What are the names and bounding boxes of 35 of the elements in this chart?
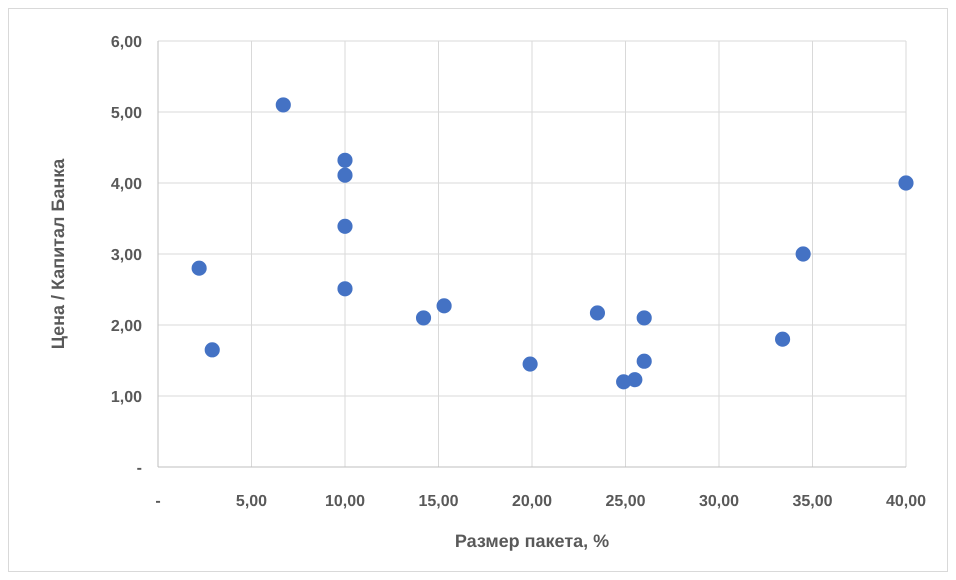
x-tick-label: 15,00	[418, 493, 459, 510]
y-tick-label: 5,00	[110, 105, 142, 122]
x-tick-label: 20,00	[512, 493, 552, 510]
y-tick-label: 1,00	[110, 389, 142, 406]
point	[522, 356, 538, 372]
point	[337, 168, 353, 183]
point	[775, 332, 790, 347]
y-tick-label: 2,00	[110, 318, 142, 335]
y-tick-label: 3,00	[110, 247, 142, 264]
point	[636, 310, 652, 326]
y-tick-label: -	[136, 460, 142, 477]
point	[590, 305, 606, 320]
point	[898, 175, 914, 191]
x-tick-label: 10,00	[324, 493, 366, 510]
point	[796, 246, 811, 262]
point	[276, 97, 291, 112]
x-tick-label: 25,00	[605, 493, 646, 510]
y-tick-label: 4,00	[110, 176, 142, 193]
point	[337, 281, 353, 296]
point	[416, 310, 432, 326]
x-tick-label: -	[155, 493, 161, 510]
x-tick-label: 35,00	[792, 493, 833, 510]
point	[436, 298, 452, 314]
x-axis-title: Размер пакета, %	[454, 531, 610, 551]
y-axis-title: Цена / Капитал Банка	[48, 158, 68, 350]
x-tick-label: 5,00	[236, 493, 268, 510]
point	[204, 342, 220, 358]
x-tick-label: 30,00	[698, 493, 740, 510]
point	[627, 372, 642, 388]
y-tick-label: 6,00	[110, 34, 142, 51]
point	[636, 354, 652, 369]
point	[337, 152, 353, 168]
x-tick-label: 40,00	[886, 493, 926, 510]
point	[192, 260, 207, 276]
point	[337, 218, 353, 234]
